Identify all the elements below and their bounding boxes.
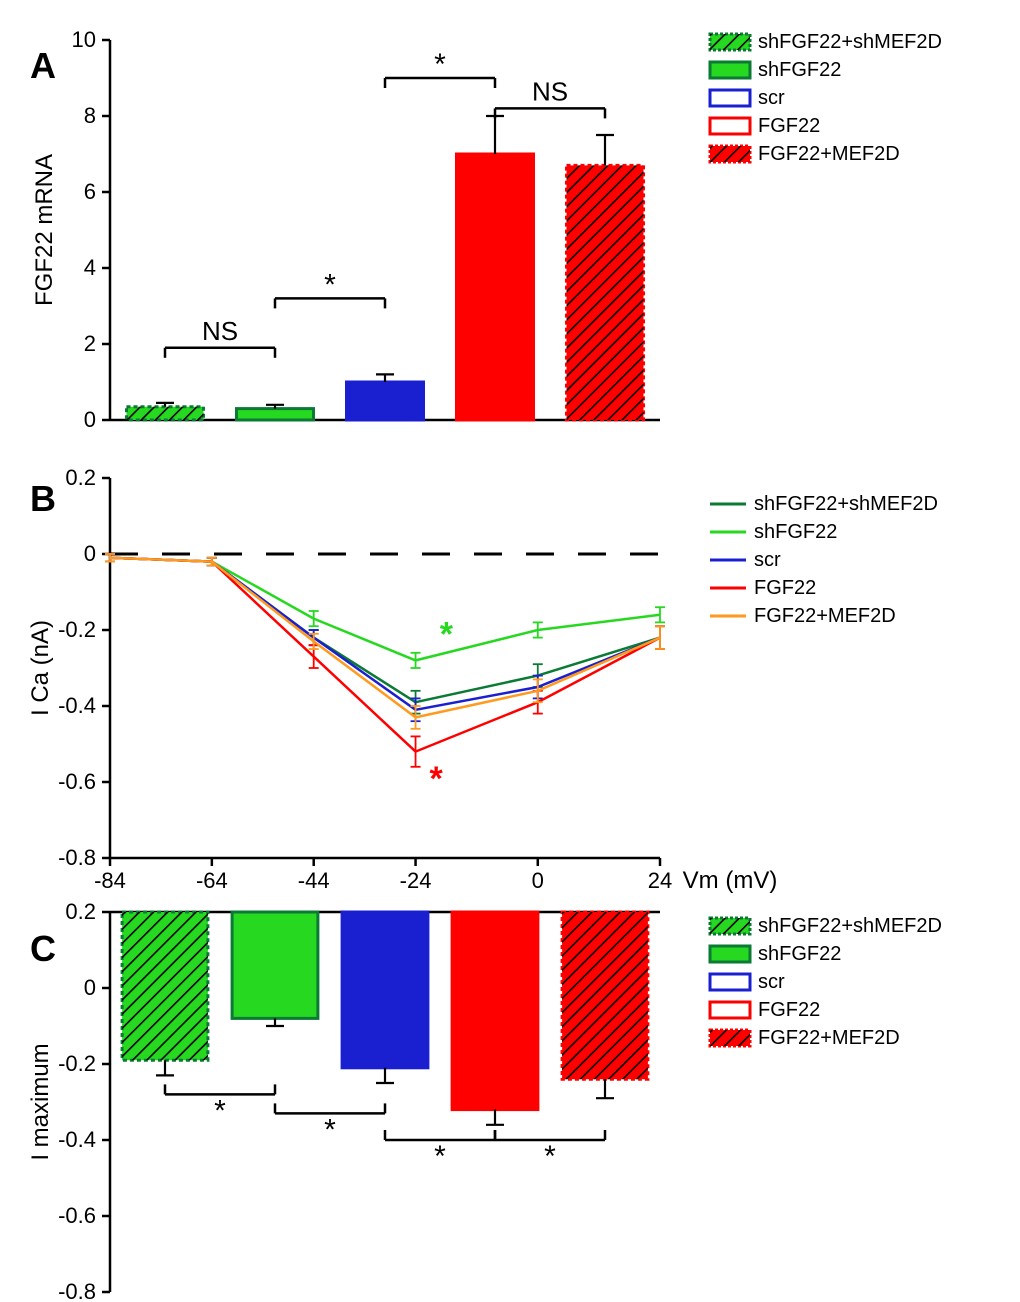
- legend-label: FGF22: [754, 577, 816, 599]
- figure-container: 0246810FGF22 mRNANS**NSshFGF22+shMEF2Dsh…: [0, 0, 1020, 1302]
- legend-label: FGF22+MEF2D: [758, 1027, 900, 1049]
- legend-label: FGF22: [758, 115, 820, 137]
- sig-label: *: [434, 1140, 446, 1173]
- sig-label: *: [214, 1094, 226, 1127]
- ytick-label: 8: [84, 103, 96, 128]
- panel-letter-a: A: [30, 45, 56, 87]
- xtick-label: -44: [298, 868, 330, 893]
- xtick-label: -24: [400, 868, 432, 893]
- sig-label: NS: [532, 76, 568, 106]
- legend: shFGF22+shMEF2D shFGF22 scr FGF22 FGF22+MEF2…: [710, 31, 942, 165]
- xtick-label: 0: [532, 868, 544, 893]
- legend-label: shFGF22: [758, 59, 841, 81]
- bar: [457, 154, 534, 420]
- ytick-label: -0.6: [58, 769, 96, 794]
- legend-label: scr: [758, 971, 785, 993]
- panel-c: -0.8 -0.6 -0.4 -0.2 0 0.2 I maximum * * * *: [27, 899, 660, 1302]
- legend-label: scr: [758, 87, 785, 109]
- sig-label: *: [324, 268, 336, 301]
- ytick-label: 2: [84, 331, 96, 356]
- ytick-label: 0: [84, 975, 96, 1000]
- bar: [237, 409, 314, 420]
- ytick-label: -0.2: [58, 617, 96, 642]
- figure-svg: 0246810FGF22 mRNANS**NSshFGF22+shMEF2Dsh…: [0, 0, 1020, 1302]
- legend-label: shFGF22+shMEF2D: [754, 493, 938, 515]
- y-axis-label: I maximum: [27, 1043, 54, 1160]
- legend-label: FGF22+MEF2D: [758, 143, 900, 165]
- sig-label: *: [324, 1113, 336, 1146]
- panel-b: -0.8 -0.6 -0.4 -0.2 0 0.2 -84 -64 -44 -24 0 24 I Ca …: [27, 465, 777, 894]
- x-axis-label: Vm (mV): [683, 867, 778, 894]
- legend-swatch: [710, 118, 750, 134]
- legend-label: shFGF22: [754, 521, 837, 543]
- xtick-label: -84: [94, 868, 126, 893]
- y-axis-label: I Ca (nA): [27, 620, 54, 716]
- series-line: [110, 558, 660, 718]
- ytick-label: 0.2: [65, 465, 96, 490]
- legend-b: shFGF22+shMEF2D shFGF22 scr FGF22 FGF22+MEF2…: [710, 493, 938, 627]
- legend-swatch: [710, 1002, 750, 1018]
- ytick-label: -0.8: [58, 1279, 96, 1302]
- legend-swatch: [710, 974, 750, 990]
- ytick-label: -0.2: [58, 1051, 96, 1076]
- ytick-label: 4: [84, 255, 96, 280]
- xtick-label: -64: [196, 868, 228, 893]
- legend-swatch: [710, 946, 750, 962]
- bar: [127, 407, 204, 420]
- series-line: [110, 558, 660, 752]
- sig-star: *: [440, 616, 454, 654]
- bar: [342, 912, 428, 1068]
- ytick-label: 0.2: [65, 899, 96, 924]
- sig-label: *: [544, 1140, 556, 1173]
- series-line: [110, 558, 660, 710]
- panel-a: 0 2 4 6 8 10 FGF22 mRNA NS * * NS: [31, 27, 660, 432]
- legend-label: shFGF22+shMEF2D: [758, 31, 942, 53]
- ytick-label: -0.6: [58, 1203, 96, 1228]
- ytick-label: -0.8: [58, 845, 96, 870]
- ytick-label: 0: [84, 407, 96, 432]
- legend-swatch: [710, 62, 750, 78]
- legend-label: FGF22+MEF2D: [754, 605, 896, 627]
- xtick-label: 24: [648, 868, 672, 893]
- bar: [347, 382, 424, 420]
- sig-star: *: [430, 760, 444, 798]
- y-axis-label: FGF22 mRNA: [31, 154, 58, 306]
- ytick-label: -0.4: [58, 693, 96, 718]
- bar: [567, 165, 644, 420]
- bar: [232, 912, 318, 1018]
- ytick-label: -0.4: [58, 1127, 96, 1152]
- legend-label: shFGF22: [758, 943, 841, 965]
- legend-label: scr: [754, 549, 781, 571]
- ytick-label: 0: [84, 541, 96, 566]
- series-line: [110, 558, 660, 661]
- panel-letter-c: C: [30, 928, 56, 970]
- panel-letter-b: B: [30, 478, 56, 520]
- sig-label: NS: [202, 316, 238, 346]
- ytick-label: 6: [84, 179, 96, 204]
- legend: shFGF22+shMEF2D shFGF22 scr FGF22 FGF22+MEF2…: [710, 915, 942, 1049]
- bar: [452, 912, 538, 1110]
- legend-swatch: [710, 90, 750, 106]
- sig-label: *: [434, 48, 446, 81]
- legend-label: FGF22: [758, 999, 820, 1021]
- legend-label: shFGF22+shMEF2D: [758, 915, 942, 937]
- ytick-label: 10: [72, 27, 96, 52]
